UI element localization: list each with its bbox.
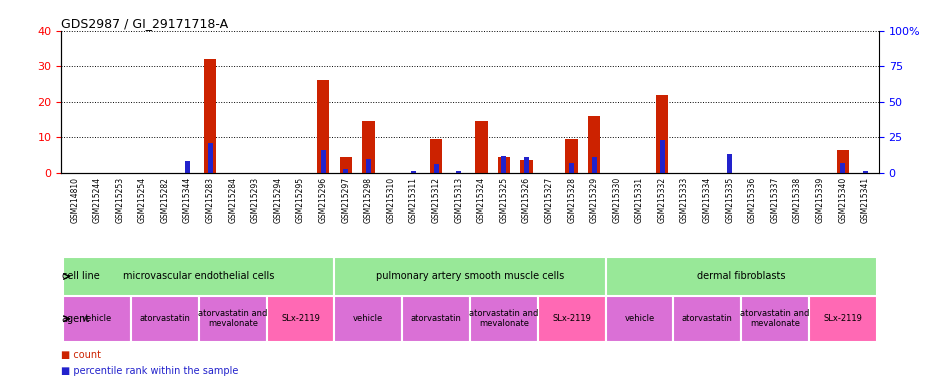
Bar <box>475 121 488 173</box>
Text: GSM215296: GSM215296 <box>319 177 328 223</box>
Bar <box>741 296 808 342</box>
Text: GSM215283: GSM215283 <box>206 177 214 223</box>
Text: GSM215325: GSM215325 <box>499 177 509 223</box>
Text: GSM215282: GSM215282 <box>161 177 169 223</box>
Text: ■ percentile rank within the sample: ■ percentile rank within the sample <box>61 366 239 376</box>
Bar <box>470 296 538 342</box>
Text: GSM215298: GSM215298 <box>364 177 373 223</box>
Text: GSM215327: GSM215327 <box>544 177 554 223</box>
Text: GDS2987 / GI_29171718-A: GDS2987 / GI_29171718-A <box>61 17 228 30</box>
Bar <box>204 59 216 173</box>
Bar <box>538 296 605 342</box>
Bar <box>362 121 374 173</box>
Bar <box>132 296 199 342</box>
Bar <box>501 156 507 173</box>
Text: cell line: cell line <box>61 271 100 281</box>
Text: GSM215312: GSM215312 <box>431 177 441 223</box>
Bar <box>588 116 601 173</box>
Bar <box>656 94 668 173</box>
Bar <box>267 296 335 342</box>
Text: GSM215332: GSM215332 <box>657 177 666 223</box>
Bar <box>660 140 665 173</box>
Text: GSM215330: GSM215330 <box>612 177 621 223</box>
Text: pulmonary artery smooth muscle cells: pulmonary artery smooth muscle cells <box>376 271 564 281</box>
Bar <box>411 170 416 173</box>
Text: SLx-2119: SLx-2119 <box>823 314 862 323</box>
Text: GSM215254: GSM215254 <box>138 177 147 223</box>
Bar <box>185 161 190 173</box>
Text: GSM215326: GSM215326 <box>522 177 531 223</box>
Bar <box>840 163 845 173</box>
Text: GSM215329: GSM215329 <box>589 177 599 223</box>
Bar <box>592 157 597 173</box>
Bar <box>339 157 352 173</box>
Bar <box>63 296 132 342</box>
Bar <box>402 296 470 342</box>
Text: microvascular endothelial cells: microvascular endothelial cells <box>123 271 274 281</box>
Text: GSM215284: GSM215284 <box>228 177 237 223</box>
Text: agent: agent <box>61 314 90 324</box>
Bar <box>430 139 443 173</box>
Bar <box>837 150 849 173</box>
Text: atorvastatin and
mevalonate: atorvastatin and mevalonate <box>198 309 268 328</box>
Text: GSM215253: GSM215253 <box>116 177 124 223</box>
Bar <box>566 139 578 173</box>
Text: GSM215294: GSM215294 <box>274 177 283 223</box>
Bar <box>605 257 877 296</box>
Text: GSM215328: GSM215328 <box>567 177 576 223</box>
Text: atorvastatin: atorvastatin <box>411 314 462 323</box>
Bar <box>456 171 462 173</box>
Bar <box>366 159 370 173</box>
Bar <box>343 169 348 173</box>
Bar <box>808 296 877 342</box>
Bar <box>317 81 329 173</box>
Text: atorvastatin and
mevalonate: atorvastatin and mevalonate <box>741 309 809 328</box>
Text: GSM215340: GSM215340 <box>838 177 847 223</box>
Text: GSM215297: GSM215297 <box>341 177 351 223</box>
Text: atorvastatin: atorvastatin <box>139 314 191 323</box>
Text: GSM215324: GSM215324 <box>477 177 486 223</box>
Text: SLx-2119: SLx-2119 <box>552 314 591 323</box>
Bar <box>863 170 868 173</box>
Text: atorvastatin and
mevalonate: atorvastatin and mevalonate <box>469 309 539 328</box>
Text: GSM215244: GSM215244 <box>93 177 102 223</box>
Bar <box>605 296 673 342</box>
Text: dermal fibroblasts: dermal fibroblasts <box>697 271 785 281</box>
Bar <box>335 296 402 342</box>
Text: GSM215336: GSM215336 <box>748 177 757 223</box>
Text: GSM215331: GSM215331 <box>634 177 644 223</box>
Text: vehicle: vehicle <box>624 314 654 323</box>
Text: GSM215310: GSM215310 <box>386 177 396 223</box>
Text: GSM215335: GSM215335 <box>726 177 734 223</box>
Text: SLx-2119: SLx-2119 <box>281 314 320 323</box>
Text: GSM215293: GSM215293 <box>251 177 259 223</box>
Text: GSM215337: GSM215337 <box>771 177 779 223</box>
Bar <box>199 296 267 342</box>
Bar <box>520 161 533 173</box>
Text: GSM215344: GSM215344 <box>183 177 192 223</box>
Text: atorvastatin: atorvastatin <box>682 314 732 323</box>
Text: GSM214810: GSM214810 <box>70 177 79 223</box>
Text: GSM215341: GSM215341 <box>861 177 870 223</box>
Text: GSM215311: GSM215311 <box>409 177 418 223</box>
Text: GSM215339: GSM215339 <box>816 177 824 223</box>
Text: GSM215334: GSM215334 <box>703 177 712 223</box>
Text: GSM215313: GSM215313 <box>454 177 463 223</box>
Bar <box>321 150 325 173</box>
Text: vehicle: vehicle <box>82 314 113 323</box>
Bar <box>63 257 335 296</box>
Bar <box>524 157 529 173</box>
Bar <box>208 143 212 173</box>
Text: GSM215295: GSM215295 <box>296 177 306 223</box>
Bar <box>433 164 439 173</box>
Bar <box>673 296 741 342</box>
Text: vehicle: vehicle <box>353 314 384 323</box>
Text: GSM215338: GSM215338 <box>793 177 802 223</box>
Bar <box>497 157 510 173</box>
Bar <box>728 154 732 173</box>
Text: ■ count: ■ count <box>61 350 102 360</box>
Bar <box>570 163 574 173</box>
Text: GSM215333: GSM215333 <box>681 177 689 223</box>
Bar <box>335 257 605 296</box>
